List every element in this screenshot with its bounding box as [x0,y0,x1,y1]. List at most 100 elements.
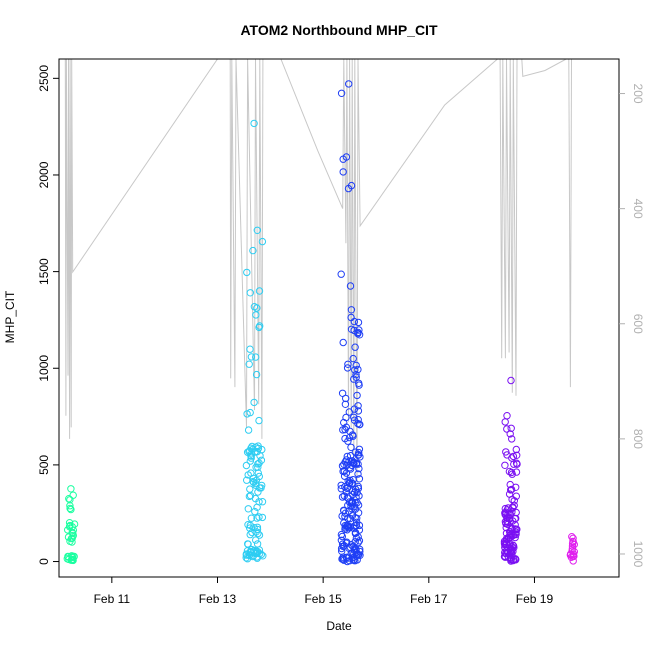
depth-trace-line [64,58,619,497]
data-point [246,345,254,353]
data-point [254,488,262,496]
data-point [339,338,347,347]
data-point [247,353,256,361]
data-point [254,529,262,538]
data-point [70,552,78,561]
data-point [252,528,260,536]
data-point [507,556,515,564]
data-point [350,375,358,383]
data-point [505,467,514,476]
data-point [347,443,355,451]
data-point [353,518,361,526]
data-point [351,514,359,522]
y-tick-label: 500 [37,455,51,475]
right-tick-label: 600 [631,314,645,334]
data-point [570,540,578,549]
data-point [255,323,263,332]
data-point [353,556,361,564]
data-point [503,506,511,514]
data-point [67,505,75,514]
data-point [252,547,260,556]
data-point [350,556,358,564]
data-point [500,540,509,548]
data-point [347,498,356,506]
data-point [345,80,353,88]
data-point [509,541,517,549]
data-point [503,539,511,547]
data-point [502,448,510,456]
data-point [503,425,511,433]
y-axis-label: MHP_CIT [3,290,17,343]
data-point [68,538,76,546]
data-point [351,528,360,537]
data-point [258,513,267,522]
data-point [243,268,251,277]
data-point [355,537,364,545]
data-point [501,418,509,426]
data-point [252,353,260,361]
data-point [508,525,516,533]
data-point [568,545,577,553]
data-point [347,306,356,314]
chart-title: ATOM2 Northbound MHP_CIT [240,22,437,38]
right-tick-label: 1000 [631,541,645,568]
y-axis: 0 500 1000 1500 2000 2500 [37,65,59,565]
data-point [245,360,253,368]
y-tick-label: 0 [37,558,51,565]
data-point [342,456,351,464]
data-point [507,424,515,432]
plot-frame [58,58,620,578]
data-point [253,226,261,235]
data-point [505,490,514,498]
data-point [510,497,518,505]
data-point [349,553,358,562]
data-point [339,426,347,434]
data-point [242,554,250,562]
y-tick-label: 2500 [37,65,51,92]
data-point [341,525,349,533]
data-point [341,434,349,443]
data-point [244,540,252,548]
data-point [354,365,362,374]
data-point [501,552,509,560]
data-point [340,507,348,515]
data-point [259,552,267,560]
data-point [350,416,359,424]
data-point [342,153,351,161]
data-point [337,481,345,489]
data-point [66,504,74,513]
data-point [252,311,260,319]
data-point [351,498,359,507]
data-point [355,448,363,457]
right-tick-label: 800 [631,429,645,449]
data-point [354,470,362,478]
data-points-layer [63,80,578,566]
data-point [258,237,267,246]
data-point [352,493,360,501]
data-point [246,524,254,532]
data-point [255,472,263,481]
data-point [351,538,359,546]
data-point [352,371,360,379]
data-point [351,448,360,456]
data-point [340,542,348,550]
data-point [244,471,252,479]
data-point [350,326,358,335]
data-point [343,364,352,372]
data-point [246,289,255,297]
data-point [507,376,515,385]
data-point [355,331,364,339]
data-point [243,410,251,418]
data-point [344,360,352,368]
data-point [338,532,346,541]
y-tick-label: 1000 [37,355,51,382]
data-point [340,467,349,475]
data-point [342,469,351,477]
data-point [345,507,353,515]
data-point [255,459,263,467]
data-point [65,523,74,531]
data-point [244,426,253,434]
data-point [252,370,261,379]
right-tick-label: 400 [631,199,645,219]
data-point [354,482,362,491]
